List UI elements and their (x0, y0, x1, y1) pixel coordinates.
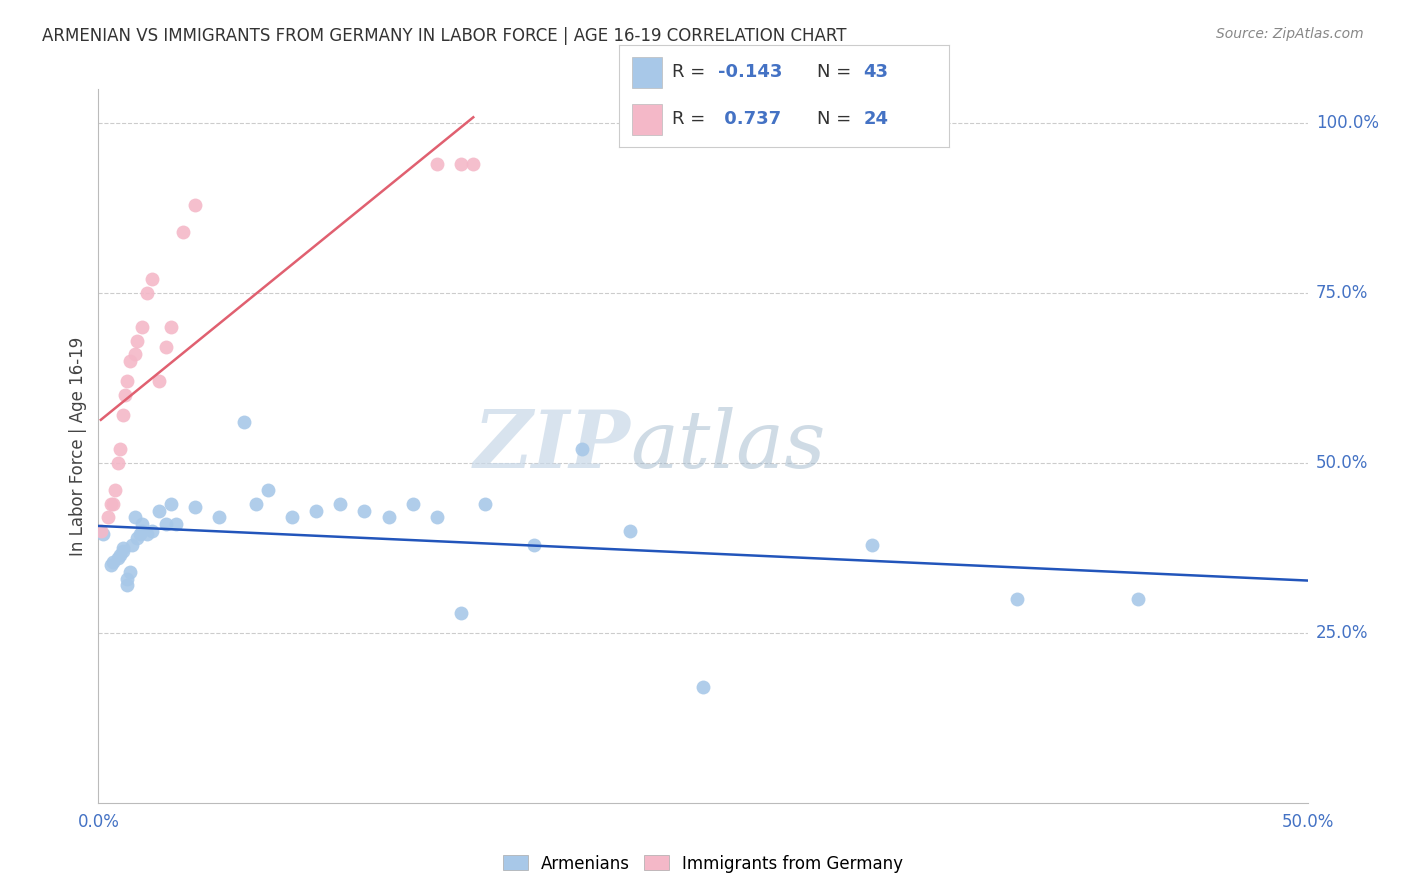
Point (117, 375, 139, 389)
Point (160, 320, 183, 334)
Point (860, 537, 883, 551)
Point (141, 272, 163, 286)
Point (118, 565, 141, 579)
Point (245, 497, 267, 511)
Point (155, 341, 177, 355)
Point (256, 483, 278, 498)
Text: 75.0%: 75.0% (1316, 284, 1368, 302)
Point (1007, 591, 1029, 606)
Point (474, 497, 496, 511)
Point (118, 354, 141, 368)
Point (91, 527, 114, 541)
Point (104, 483, 127, 498)
Point (165, 517, 187, 532)
Y-axis label: In Labor Force | Age 16-19: In Labor Force | Age 16-19 (69, 336, 87, 556)
Point (172, 225, 194, 239)
Point (108, 442, 131, 457)
Point (141, 524, 163, 538)
Text: 43: 43 (863, 63, 889, 81)
Point (377, 510, 399, 524)
Point (111, 544, 134, 558)
Point (692, 680, 714, 694)
Point (114, 388, 136, 402)
Point (571, 442, 593, 457)
Text: ARMENIAN VS IMMIGRANTS FROM GERMANY IN LABOR FORCE | AGE 16-19 CORRELATION CHART: ARMENIAN VS IMMIGRANTS FROM GERMANY IN L… (42, 27, 846, 45)
Text: 24: 24 (863, 111, 889, 128)
Point (281, 510, 304, 524)
Point (426, 510, 449, 524)
Text: Source: ZipAtlas.com: Source: ZipAtlas.com (1216, 27, 1364, 41)
Point (135, 286, 157, 301)
Point (155, 517, 177, 532)
Text: 50.0%: 50.0% (1316, 454, 1368, 472)
Point (111, 409, 134, 423)
Text: 100.0%: 100.0% (1316, 114, 1379, 132)
Point (124, 510, 146, 524)
Point (463, 157, 485, 171)
Point (135, 527, 157, 541)
Point (450, 157, 472, 171)
Point (402, 497, 425, 511)
Text: N =: N = (817, 111, 856, 128)
Text: R =: R = (672, 111, 710, 128)
Point (208, 510, 231, 524)
Bar (631, 104, 662, 135)
Point (128, 527, 150, 541)
Point (97, 510, 120, 524)
Point (100, 497, 122, 511)
Point (184, 500, 207, 515)
Point (107, 456, 129, 470)
Point (353, 503, 375, 517)
Point (160, 497, 183, 511)
Point (90, 524, 112, 538)
Text: 0.737: 0.737 (718, 111, 780, 128)
Point (329, 497, 352, 511)
Point (127, 531, 149, 545)
Point (131, 517, 153, 532)
Point (450, 606, 472, 620)
Point (117, 578, 139, 592)
Point (619, 524, 641, 538)
Point (184, 198, 207, 212)
Point (1128, 591, 1150, 606)
Point (523, 537, 546, 551)
Point (101, 497, 124, 511)
Point (131, 524, 153, 538)
Text: R =: R = (672, 63, 710, 81)
Point (101, 555, 124, 569)
Point (108, 548, 131, 562)
Bar (631, 57, 662, 87)
Point (124, 347, 146, 361)
Point (305, 503, 328, 517)
Text: ZIP: ZIP (474, 408, 630, 484)
Point (232, 415, 254, 429)
Point (127, 334, 149, 348)
Point (148, 503, 170, 517)
Point (111, 541, 134, 555)
Point (121, 537, 143, 551)
Point (107, 551, 129, 566)
Point (100, 558, 122, 572)
Text: N =: N = (817, 63, 856, 81)
Text: -0.143: -0.143 (718, 63, 782, 81)
Point (426, 157, 449, 171)
Point (148, 375, 170, 389)
Text: 25.0%: 25.0% (1316, 624, 1368, 642)
Legend: Armenians, Immigrants from Germany: Armenians, Immigrants from Germany (496, 848, 910, 880)
Point (131, 320, 153, 334)
Text: atlas: atlas (630, 408, 825, 484)
Point (117, 572, 139, 586)
